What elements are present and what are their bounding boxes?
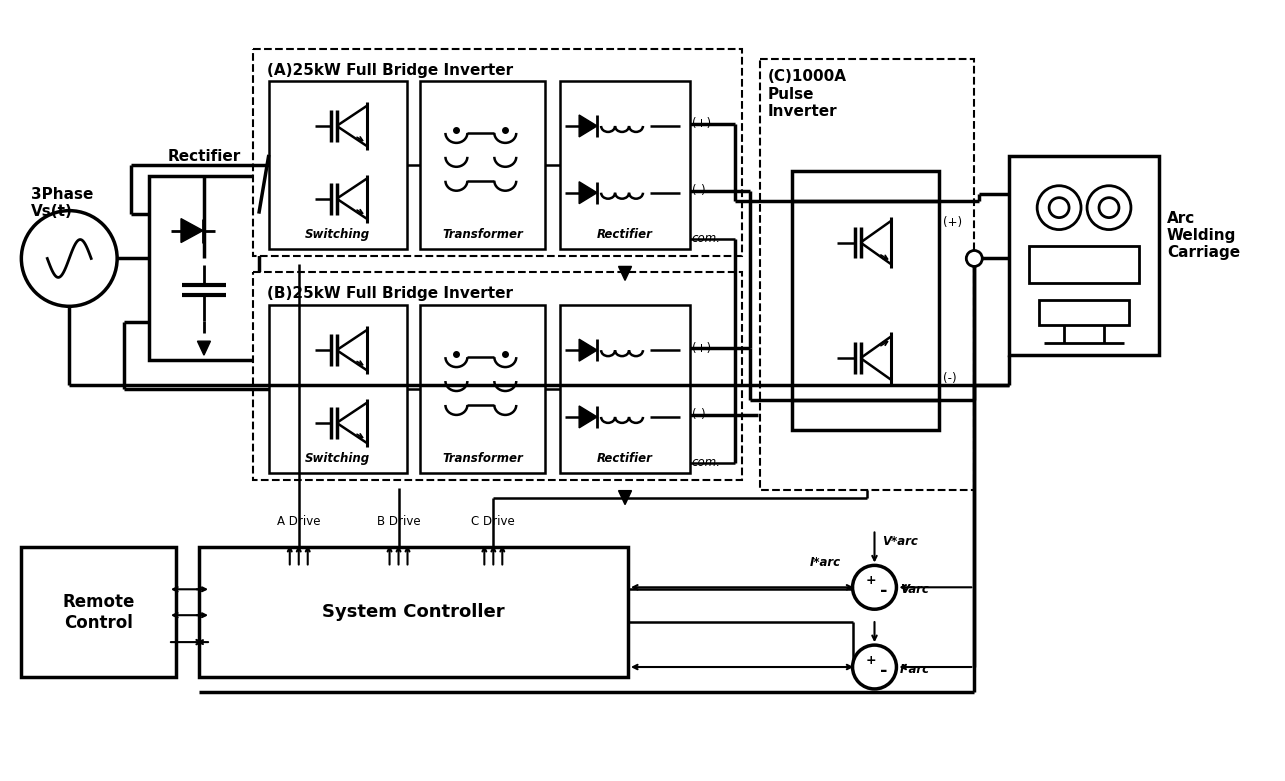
Text: (-): (-) — [943, 372, 957, 384]
Bar — [1029, 245, 1139, 284]
Text: com.: com. — [691, 232, 721, 245]
Bar — [560, 81, 690, 248]
Text: Switching: Switching — [305, 451, 370, 465]
Polygon shape — [580, 182, 598, 204]
Bar — [759, 59, 974, 490]
Text: -: - — [880, 662, 887, 680]
Text: -: - — [880, 583, 887, 601]
Bar — [1040, 301, 1130, 325]
Polygon shape — [580, 115, 598, 137]
Text: Remote
Control: Remote Control — [63, 593, 135, 632]
Circle shape — [852, 565, 897, 609]
Circle shape — [1049, 198, 1069, 218]
Text: (B)25kW Full Bridge Inverter: (B)25kW Full Bridge Inverter — [267, 287, 513, 301]
Bar — [420, 81, 545, 248]
Text: +: + — [865, 574, 876, 587]
Polygon shape — [181, 219, 203, 243]
Circle shape — [22, 211, 117, 306]
Circle shape — [1099, 198, 1119, 218]
Text: System Controller: System Controller — [323, 603, 505, 621]
Bar — [22, 547, 176, 677]
Bar — [253, 273, 741, 480]
Text: 3Phase
Vs(t): 3Phase Vs(t) — [31, 187, 94, 219]
Bar — [560, 305, 690, 473]
Bar — [1009, 156, 1159, 355]
Text: I arc: I arc — [901, 662, 929, 676]
Polygon shape — [580, 406, 598, 428]
Bar — [269, 305, 406, 473]
Polygon shape — [618, 266, 631, 280]
Bar — [199, 547, 628, 677]
Text: Rectifier: Rectifier — [598, 227, 653, 241]
Text: (C)1000A
Pulse
Inverter: (C)1000A Pulse Inverter — [767, 70, 847, 119]
Text: (+): (+) — [691, 117, 711, 130]
Circle shape — [852, 645, 897, 689]
Polygon shape — [618, 490, 631, 505]
Bar — [269, 81, 406, 248]
Bar — [253, 49, 741, 256]
Text: Varc: Varc — [901, 583, 929, 596]
Text: V*arc: V*arc — [883, 535, 919, 548]
Text: Switching: Switching — [305, 227, 370, 241]
Text: B Drive: B Drive — [377, 515, 420, 527]
Bar — [149, 176, 258, 360]
Text: (A)25kW Full Bridge Inverter: (A)25kW Full Bridge Inverter — [267, 63, 513, 78]
Bar — [420, 305, 545, 473]
Bar — [792, 171, 939, 430]
Text: Rectifier: Rectifier — [598, 451, 653, 465]
Text: C Drive: C Drive — [472, 515, 515, 527]
Text: (-): (-) — [691, 408, 705, 422]
Text: (+): (+) — [943, 216, 962, 229]
Text: A Drive: A Drive — [278, 515, 320, 527]
Text: Arc
Welding
Carriage: Arc Welding Carriage — [1167, 211, 1240, 260]
Text: (-): (-) — [691, 184, 705, 198]
Polygon shape — [198, 341, 211, 355]
Text: (+): (+) — [691, 341, 711, 355]
Text: Transformer: Transformer — [442, 227, 523, 241]
Text: I*arc: I*arc — [810, 556, 840, 569]
Text: com.: com. — [691, 456, 721, 469]
Text: Rectifier: Rectifier — [167, 149, 240, 164]
Text: +: + — [865, 654, 876, 666]
Text: Transformer: Transformer — [442, 451, 523, 465]
Circle shape — [1037, 186, 1081, 230]
Circle shape — [1087, 186, 1131, 230]
Circle shape — [966, 251, 982, 266]
Polygon shape — [580, 339, 598, 361]
